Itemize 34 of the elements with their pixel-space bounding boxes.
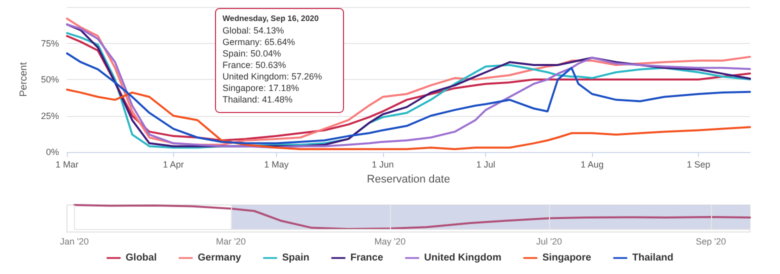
x-tick-label: 1 Aug (580, 160, 604, 170)
legend-label: Thailand (632, 252, 674, 264)
x-tick-label: Sep '20 (696, 236, 726, 246)
annotation: Global: 54.13% (222, 26, 284, 36)
x-tick-label: May '20 (374, 236, 406, 246)
x-tick-label: Jul '20 (536, 236, 562, 246)
x-tick-label: Mar '20 (216, 236, 246, 246)
x-tick-label: 1 Mar (55, 160, 79, 170)
annotation: France: 50.63% (222, 60, 286, 70)
legend-label: Singapore (542, 252, 592, 264)
x-tick-label: 1 Sep (686, 160, 710, 170)
line-series (66, 52, 751, 144)
y-tick-label: 75% (40, 38, 59, 48)
x-tick-label: 1 Jul (476, 160, 496, 170)
y-tick-label: 50% (40, 74, 59, 84)
annotation: Singapore: 17.18% (222, 83, 300, 93)
x-tick-label: 1 Apr (162, 160, 184, 170)
y-tick-label: 0% (46, 147, 59, 157)
x-axis-title: Reservation date (366, 174, 450, 186)
x-tick-label: 1 Jun (372, 160, 394, 170)
legend-label: France (350, 252, 384, 264)
y-axis-title: Percent (18, 62, 30, 97)
legend-label: Germany (198, 252, 242, 264)
legend-label: Spain (282, 252, 310, 264)
x-tick-label: Jan '20 (60, 236, 89, 246)
annotation: Germany: 65.64% (222, 37, 296, 47)
legend-label: United Kingdom (424, 252, 502, 264)
y-tick-label: 25% (40, 110, 59, 121)
legend-label: Global (126, 252, 157, 264)
x-tick-label: 1 May (264, 160, 290, 170)
annotation: Wednesday, Sep 16, 2020 (222, 14, 320, 23)
annotation: United Kingdom: 57.26% (222, 72, 322, 82)
annotation: Spain: 50.04% (222, 48, 282, 58)
annotation: Thailand: 41.48% (222, 94, 293, 104)
